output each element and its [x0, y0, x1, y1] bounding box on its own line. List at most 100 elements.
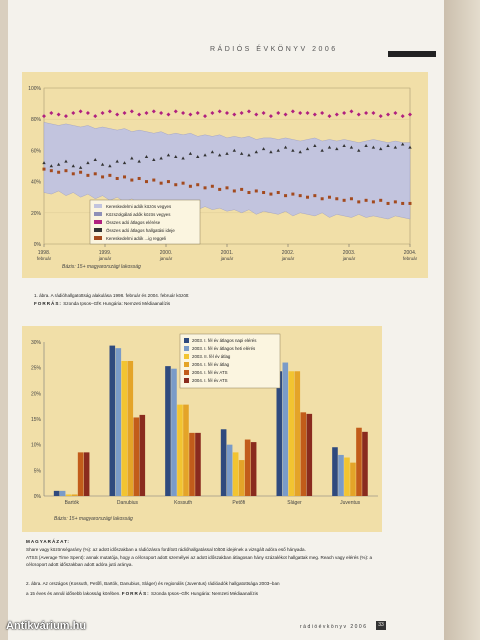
reach-point: [137, 112, 142, 117]
share-point: [298, 194, 302, 198]
x-tick-year: 1999.: [99, 250, 112, 256]
time-point: [100, 162, 105, 166]
legend: Kereskedelmi adók közös vegyes Közszolgál…: [89, 199, 201, 245]
reach-point: [210, 110, 215, 115]
time-point: [408, 145, 412, 149]
time-point: [115, 159, 119, 163]
reach-point: [144, 110, 149, 115]
share-point: [174, 183, 178, 187]
legend-box: [89, 199, 201, 245]
y-tick-label: 30%: [31, 340, 42, 346]
reach-point: [276, 110, 281, 115]
reach-point: [378, 114, 383, 119]
legend-swatch: [184, 370, 189, 375]
share-point: [247, 191, 251, 195]
time-point: [93, 158, 97, 162]
y-tick-label: 15%: [31, 417, 42, 423]
reach-point: [268, 114, 273, 119]
time-point: [276, 148, 280, 152]
reach-point: [93, 114, 98, 119]
time-point: [291, 148, 295, 152]
bar: [177, 404, 183, 496]
y-tick-label: 20%: [31, 391, 42, 397]
bar: [232, 452, 239, 496]
time-point: [159, 156, 163, 160]
bar: [294, 371, 301, 496]
share-point: [254, 189, 258, 193]
footer-title: rádióévkönyv 2006: [300, 624, 368, 630]
share-point: [159, 181, 163, 185]
share-point: [93, 172, 97, 176]
reach-point: [356, 112, 361, 117]
bar: [115, 348, 122, 496]
x-tick-year: 2001.: [221, 250, 234, 256]
legend-label: 2004. I. fél év ATS: [192, 378, 228, 383]
time-point: [371, 145, 376, 149]
share-point: [320, 197, 324, 201]
bar: [139, 414, 146, 496]
reach-point: [232, 112, 237, 117]
share-point: [196, 183, 200, 187]
explanation-line-2: ATSS (Average Time Spent): annak mutatój…: [26, 555, 373, 567]
figure-1-source: FORRÁS: Szonda Ipsos–GfK Hungária: Nemze…: [34, 300, 170, 307]
time-point: [364, 144, 368, 148]
share-point: [371, 200, 375, 204]
y-tick-label: 25%: [31, 366, 42, 372]
reach-point: [290, 109, 295, 114]
legend-label: Összes adó átlagos elérése: [106, 220, 161, 225]
figure-2: 0% 5% 10% 15% 20% 25% 30% Bartók Danubius Kossuth…: [22, 326, 382, 532]
reach-point: [408, 112, 412, 117]
legend-label: Kereskedelmi adók ...ig reggeli: [106, 236, 166, 241]
line-chart: 0%20%40%60%80%100%1998.február1999.januá…: [28, 86, 417, 270]
x-tick-month: január: [220, 256, 234, 261]
reach-point: [386, 112, 391, 117]
x-tick-month: február: [37, 256, 52, 261]
share-point: [79, 170, 83, 174]
watermark: Antikvárium.hu: [6, 620, 87, 632]
share-point: [232, 189, 236, 193]
share-point: [101, 175, 105, 179]
legend-label: Összes adó átlagos hallgatási ideje: [106, 228, 175, 233]
share-point: [357, 200, 361, 204]
reach-point: [151, 109, 156, 114]
legend-label: Kereskedelmi adók közös vegyes: [106, 204, 172, 209]
reach-point: [320, 110, 325, 115]
share-point: [123, 175, 127, 179]
reach-point: [129, 109, 134, 114]
figure-2-caption-text: a 15 éves és annál idősebb lakosság köré…: [26, 591, 121, 596]
legend-swatch: [184, 378, 189, 383]
time-point: [393, 145, 398, 149]
time-point: [320, 148, 324, 152]
share-point: [152, 178, 156, 182]
time-point: [305, 147, 310, 151]
reach-point: [239, 110, 244, 115]
time-point: [400, 142, 405, 146]
bar: [356, 427, 362, 496]
legend-swatch: [184, 338, 189, 343]
source-label: FORRÁS:: [34, 301, 62, 306]
legend-label: 2003. II. fél év átlag: [192, 354, 231, 359]
reach-point: [85, 110, 90, 115]
time-point: [254, 150, 258, 154]
y-tick-label: 80%: [31, 117, 42, 123]
bar: [350, 462, 356, 496]
bar: [250, 442, 257, 496]
source-text: Szonda Ipsos–GfK Hungária: Nemzeti Média…: [151, 591, 258, 596]
bar-chart: 0% 5% 10% 15% 20% 25% 30% Bartók Danubius Kossuth…: [31, 333, 378, 522]
time-point: [166, 153, 171, 157]
reach-point: [342, 110, 347, 115]
bar: [65, 494, 72, 496]
reach-point: [49, 110, 54, 115]
reach-point: [283, 112, 288, 117]
time-point: [357, 148, 361, 152]
time-point: [203, 153, 207, 157]
reach-point: [298, 110, 303, 115]
share-point: [306, 195, 310, 199]
time-point: [181, 156, 185, 160]
bar: [244, 439, 251, 496]
share-point: [181, 181, 185, 185]
time-point: [342, 144, 346, 148]
explanation-line-1: Share vagy közönségarány (%): az adott i…: [26, 547, 306, 552]
time-point: [269, 150, 273, 154]
page-number: 33: [376, 621, 386, 630]
